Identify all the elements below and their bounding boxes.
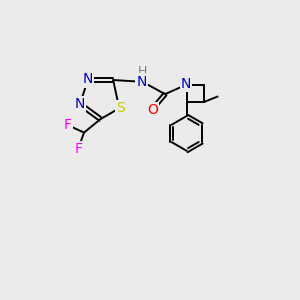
Text: H: H xyxy=(138,65,147,78)
Text: N: N xyxy=(82,72,93,86)
Text: N: N xyxy=(181,77,191,91)
Text: O: O xyxy=(147,103,158,117)
Text: N: N xyxy=(136,74,147,88)
Text: F: F xyxy=(75,142,83,156)
Text: N: N xyxy=(74,97,85,111)
Text: S: S xyxy=(116,101,125,115)
Text: F: F xyxy=(64,118,71,132)
